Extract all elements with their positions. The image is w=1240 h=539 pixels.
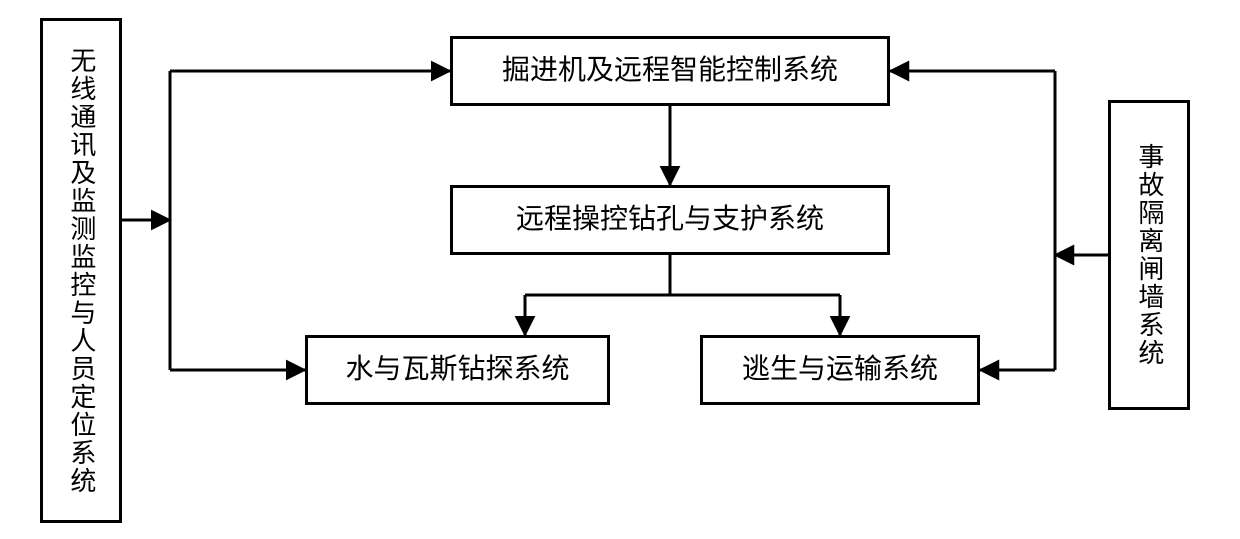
node-mid-label: 远程操控钻孔与支护系统 (516, 202, 824, 238)
node-right-system: 事故隔离闸墙系统 (1108, 100, 1190, 410)
node-left-label: 无线通讯及监测监控与人员定位系统 (64, 47, 98, 495)
node-top: 掘进机及远程智能控制系统 (450, 36, 890, 106)
node-bl-label: 水与瓦斯钻探系统 (345, 352, 569, 388)
node-br-label: 逃生与运输系统 (742, 352, 938, 388)
node-bottom-right: 逃生与运输系统 (700, 335, 980, 405)
diagram-stage: 无线通讯及监测监控与人员定位系统 事故隔离闸墙系统 掘进机及远程智能控制系统 远… (0, 0, 1240, 539)
node-right-label: 事故隔离闸墙系统 (1132, 143, 1166, 367)
node-mid: 远程操控钻孔与支护系统 (450, 185, 890, 255)
node-bottom-left: 水与瓦斯钻探系统 (305, 335, 610, 405)
node-top-label: 掘进机及远程智能控制系统 (502, 53, 838, 89)
node-left-system: 无线通讯及监测监控与人员定位系统 (40, 18, 122, 523)
